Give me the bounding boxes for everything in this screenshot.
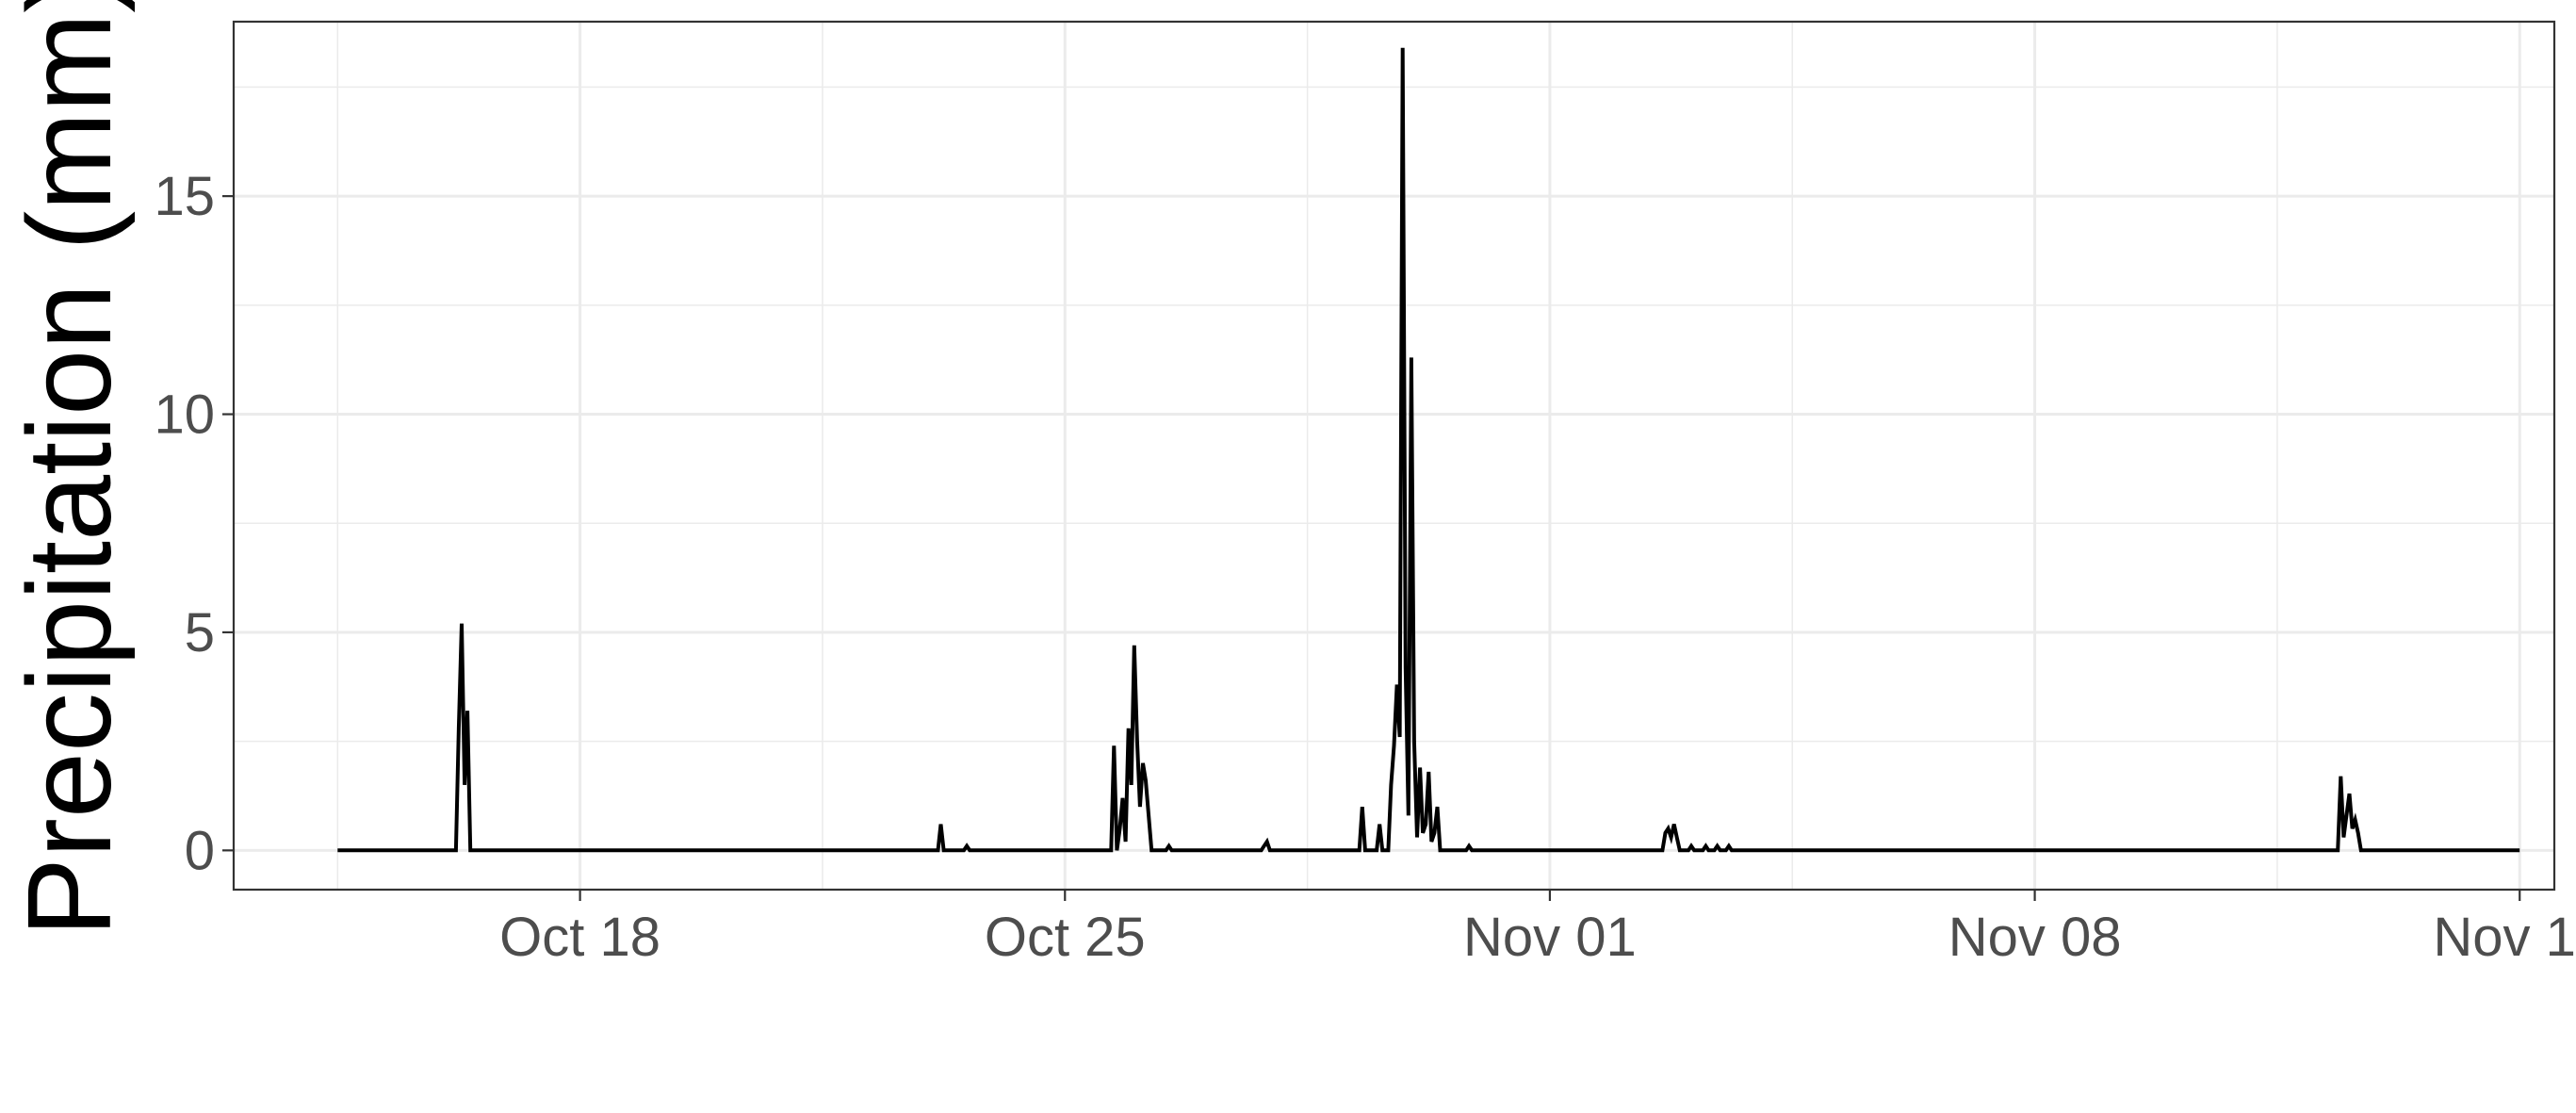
- precipitation-series-line: [337, 47, 2520, 853]
- major-gridlines: [234, 22, 2554, 890]
- y-tick-label: 5: [185, 602, 215, 663]
- x-tick-label: Nov 15: [2433, 907, 2576, 968]
- x-tick-label: Nov 01: [1463, 907, 1637, 968]
- y-axis-title: Precipitation (mm): [3, 0, 136, 937]
- x-tick-label: Oct 18: [499, 907, 660, 968]
- y-tick-label: 10: [154, 385, 215, 446]
- x-axis: Oct 18 Oct 25 Nov 01 Nov 08 Nov 15: [499, 890, 2576, 968]
- x-tick-label: Oct 25: [985, 907, 1146, 968]
- plot-panel-border: [232, 20, 2556, 892]
- y-tick-label: 0: [185, 820, 215, 881]
- x-tick-label: Nov 08: [1948, 907, 2122, 968]
- y-axis: 0 5 10 15: [154, 166, 234, 881]
- y-tick-label: 15: [154, 166, 215, 227]
